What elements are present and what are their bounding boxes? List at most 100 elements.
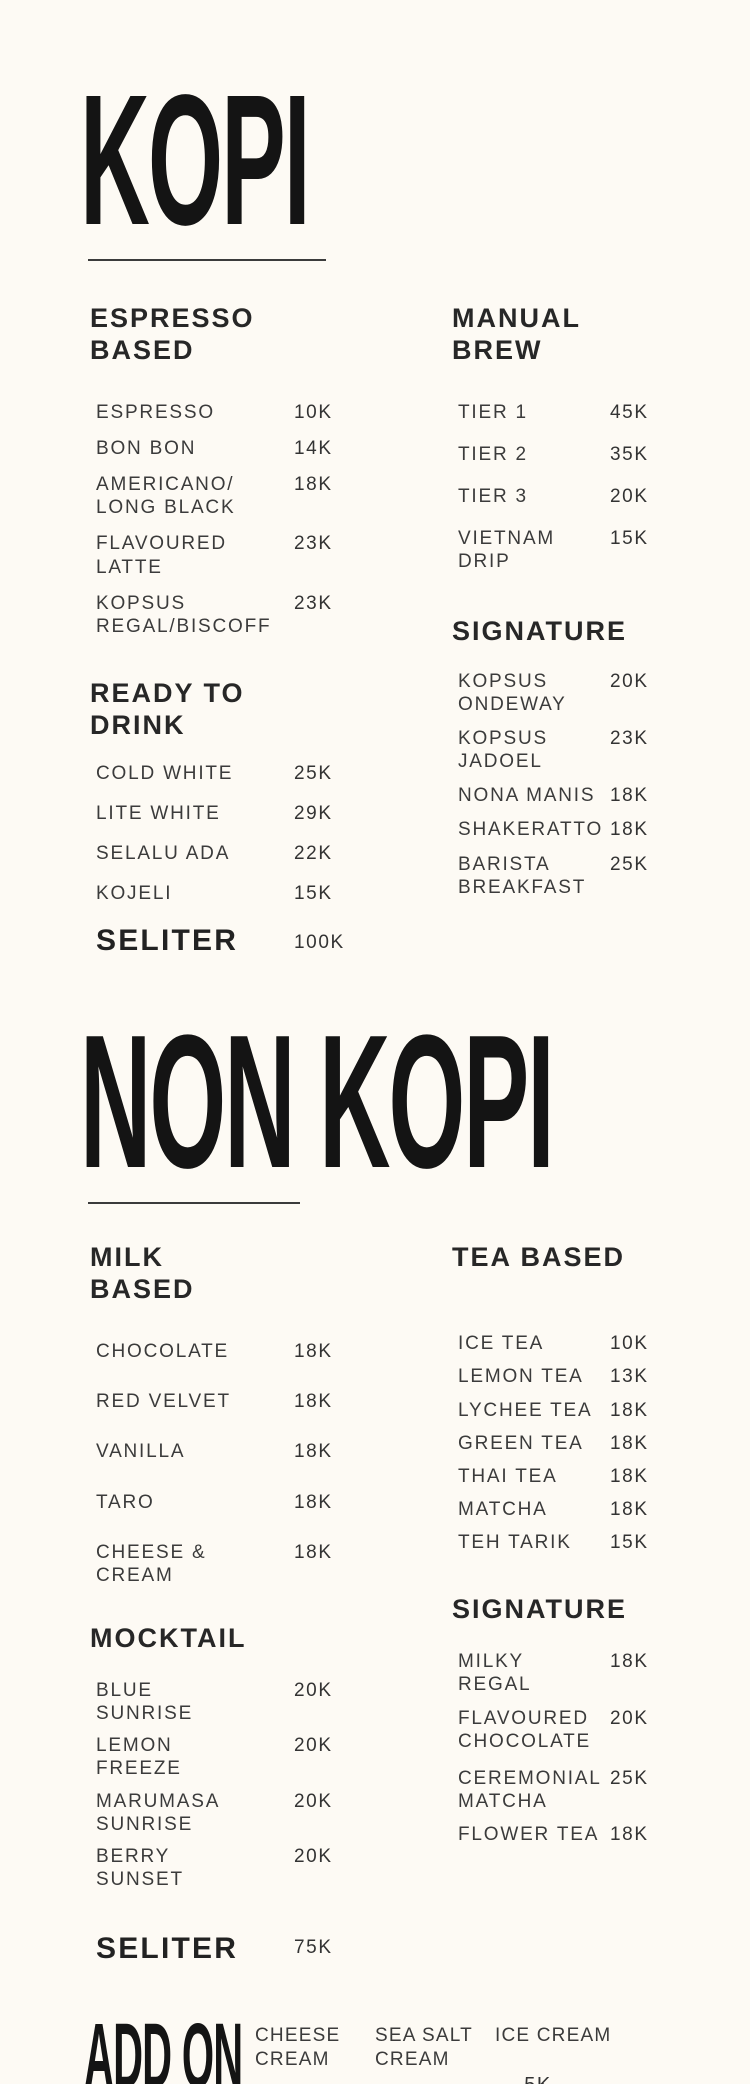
item-name: COLD WHITE (96, 762, 234, 784)
add-on-title-wrap: ADD ON (84, 2010, 243, 2084)
menu-item-row: TIER 3 20K (452, 485, 750, 508)
item-price: 18K (610, 819, 649, 841)
item-price: 18K (610, 1499, 649, 1521)
menu-item-row: NONA MANIS 18K (452, 784, 750, 807)
ready-to-drink-items: COLD WHITE 25K LITE WHITE 29K SELALU ADA… (90, 762, 390, 959)
section-tea-based: TEA BASED ICE TEA 10K LEMON TEA 13K LYCH… (452, 1242, 750, 1554)
menu-item-row: TIER 2 35K (452, 443, 750, 466)
item-name: KOPSUS JADOEL (458, 727, 548, 773)
item-name: GREEN TEA (458, 1432, 584, 1454)
menu-item-row: CEREMONIAL MATCHA 25K (452, 1767, 750, 1813)
espresso-based-heading: ESPRESSO BASED (90, 303, 255, 365)
signature-non-kopi-items: MILKY REGAL 18K FLAVOURED CHOCOLATE 20K … (452, 1650, 750, 1846)
item-name: BERRY SUNSET (96, 1846, 184, 1891)
item-name: BLUE SUNRISE (96, 1679, 194, 1725)
add-on-section: ADD ON CHEESE CREAM 5K SEA SALT CREAM 5K… (84, 2010, 750, 2084)
item-name: FLAVOURED LATTE (96, 533, 227, 578)
menu-item-row: KOJELI 15K (90, 882, 390, 905)
menu-item-row: FLAVOURED CHOCOLATE 20K (452, 1707, 750, 1753)
add-on-price: 5K (495, 2074, 581, 2084)
item-price: 25K (294, 762, 333, 784)
item-price: 75K (294, 1937, 333, 1959)
menu-item-row: FLAVOURED LATTE 23K (90, 532, 390, 578)
item-name: NONA MANIS (458, 785, 596, 807)
kopi-right-column: MANUAL BREW TIER 1 45K TIER 2 35K TIER 3… (452, 303, 750, 976)
item-name: KOJELI (96, 883, 173, 905)
item-name: BON BON (96, 437, 197, 459)
item-price: 15K (610, 1532, 649, 1554)
item-price: 29K (294, 803, 333, 825)
mocktail-items: BLUE SUNRISE 20K LEMON FREEZE 20K MARUMA… (90, 1679, 390, 1891)
item-price: 25K (610, 1767, 649, 1789)
add-on-item: ICE CREAM 5K (495, 2022, 627, 2084)
add-on-title: ADD ON (84, 2010, 243, 2084)
section-espresso-based: ESPRESSO BASED ESPRESSO 10K BON BON 14K … (90, 303, 390, 638)
item-price: 20K (294, 1679, 333, 1701)
section-signature-kopi: SIGNATURE KOPSUS ONDEWAY 20K KOPSUS JADO… (452, 616, 750, 899)
item-price: 15K (294, 883, 333, 905)
non-kopi-title-underline (88, 1202, 300, 1205)
item-name: LITE WHITE (96, 803, 221, 825)
add-on-title-text: ADD ON (84, 2004, 243, 2084)
item-name: LYCHEE TEA (458, 1399, 593, 1421)
menu-item-row: MARUMASA SUNRISE 20K (90, 1790, 390, 1836)
signature-non-kopi-heading: SIGNATURE (452, 1594, 628, 1625)
item-price: 18K (610, 1399, 649, 1421)
menu-item-row: FLOWER TEA 18K (452, 1823, 750, 1846)
item-price: 20K (294, 1735, 333, 1757)
menu-item-row: BARISTA BREAKFAST 25K (452, 853, 750, 899)
item-name: ESPRESSO (96, 401, 215, 423)
item-name: TIER 2 (458, 443, 528, 465)
mocktail-heading: MOCKTAIL (90, 1623, 247, 1654)
item-name: BARISTA BREAKFAST (458, 853, 587, 898)
item-price: 23K (610, 727, 649, 749)
item-name: CHEESE & CREAM (96, 1541, 207, 1586)
item-name: VIETNAM DRIP (458, 528, 556, 573)
item-price: 14K (294, 437, 333, 459)
menu-item-row: KOPSUS REGAL/BISCOFF 23K (90, 592, 390, 638)
item-name: THAI TEA (458, 1465, 558, 1487)
add-on-price: 5K (375, 2081, 461, 2084)
manual-brew-items: TIER 1 45K TIER 2 35K TIER 3 20K VIETNAM… (452, 401, 750, 574)
kopi-left-column: ESPRESSO BASED ESPRESSO 10K BON BON 14K … (90, 303, 390, 976)
menu-item-row: TARO 18K (90, 1491, 390, 1514)
item-price: 18K (294, 1491, 333, 1513)
signature-kopi-heading: SIGNATURE (452, 615, 628, 646)
item-name: FLOWER TEA (458, 1824, 600, 1846)
menu-item-row: LEMON FREEZE 20K (90, 1734, 390, 1780)
menu-item-row: BON BON 14K (90, 437, 390, 460)
item-price: 25K (610, 853, 649, 875)
section-ready-to-drink: READY TO DRINK COLD WHITE 25K LITE WHITE… (90, 678, 390, 959)
menu-item-row: BERRY SUNSET 20K (90, 1845, 390, 1891)
menu-item-row: LYCHEE TEA 18K (452, 1399, 750, 1422)
item-price: 18K (294, 474, 333, 496)
item-name: SELITER (96, 1932, 239, 1966)
item-price: 15K (610, 528, 649, 550)
section-milk-based: MILK BASED CHOCOLATE 18K RED VELVET 18K … (90, 1242, 390, 1587)
item-name: SELITER (96, 923, 239, 957)
item-name: AMERICANO/ LONG BLACK (96, 474, 236, 519)
item-price: 18K (610, 1651, 649, 1673)
menu-item-row: RED VELVET 18K (90, 1390, 390, 1413)
kopi-title-text: KOPI (80, 57, 311, 264)
non-kopi-title: NON KOPI (80, 996, 750, 1209)
item-price: 20K (610, 486, 649, 508)
menu-item-row: KOPSUS JADOEL 23K (452, 727, 750, 773)
item-price: 45K (610, 401, 649, 423)
item-name: TARO (96, 1491, 155, 1513)
item-name: SHAKERATTO (458, 819, 604, 841)
add-on-price: 5K (255, 2081, 341, 2084)
kopi-title: KOPI (80, 57, 750, 264)
menu-item-row: GREEN TEA 18K (452, 1432, 750, 1455)
menu-item-row: TIER 1 45K (452, 401, 750, 424)
tea-based-items: ICE TEA 10K LEMON TEA 13K LYCHEE TEA 18K… (452, 1332, 750, 1554)
menu-item-row: BLUE SUNRISE 20K (90, 1679, 390, 1725)
tea-based-heading: TEA BASED (452, 1242, 626, 1273)
item-price: 100K (294, 931, 345, 953)
menu-item-row: THAI TEA 18K (452, 1465, 750, 1488)
seliter-row-non-kopi: SELITER 75K (90, 1931, 390, 1968)
non-kopi-title-text: NON KOPI (80, 996, 555, 1209)
add-on-item: CHEESE CREAM 5K (255, 2022, 359, 2084)
item-name: KOPSUS ONDEWAY (458, 670, 567, 715)
item-price: 20K (610, 1707, 649, 1729)
